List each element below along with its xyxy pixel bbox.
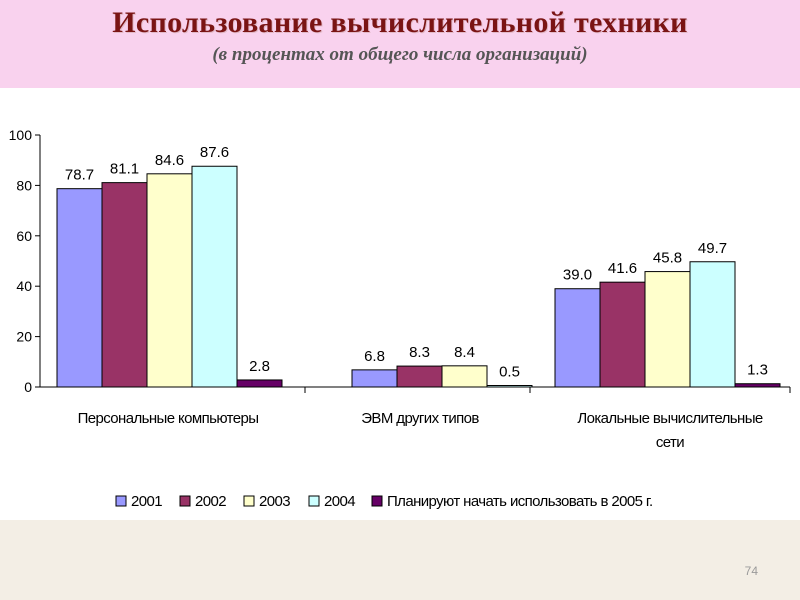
data-label-s3-c1: 0.5 — [499, 364, 520, 381]
chart-panel: 0 20 40 60 80 100 78.7 6.8 39.0 81.1 8.3 41.6 84.6 8.… — [0, 88, 800, 520]
legend-swatch-1 — [179, 495, 191, 507]
legend-label-4: Планируют начать использовать в 2005 г. — [387, 493, 653, 510]
legend-label-2: 2003 — [259, 493, 290, 510]
data-label-s0-c2: 39.0 — [563, 267, 592, 284]
bar-s0-c0 — [56, 188, 103, 388]
bar-chart: 0 20 40 60 80 100 78.7 6.8 39.0 81.1 8.3 41.6 84.6 8.… — [9, 127, 791, 510]
data-label-s4-c2: 1.3 — [747, 362, 768, 379]
legend-label-1: 2002 — [195, 493, 226, 510]
data-label-s3-c2: 49.7 — [698, 240, 727, 257]
data-label-s2-c1: 8.4 — [454, 344, 475, 361]
bar-s4-c2 — [734, 383, 781, 388]
bar-s2-c1 — [441, 365, 488, 388]
legend-swatch-0 — [115, 495, 127, 507]
category-label-1-0: ЭВМ других типов — [361, 410, 479, 427]
legend-label-3: 2004 — [324, 493, 355, 510]
bar-s2-c0 — [146, 173, 193, 388]
bar-s2-c2 — [644, 271, 691, 388]
bar-s1-c2 — [599, 281, 646, 388]
page-number: 74 — [744, 564, 758, 578]
data-label-s1-c2: 41.6 — [608, 260, 637, 277]
data-label-s2-c0: 84.6 — [155, 152, 184, 169]
bar-s4-c0 — [236, 379, 283, 388]
category-label-0-0: Персональные компьютеры — [78, 410, 259, 427]
legend-label-0: 2001 — [131, 493, 162, 510]
category-label-2-1: сети — [656, 434, 684, 451]
data-label-s4-c0: 2.8 — [249, 358, 270, 375]
data-label-s0-c0: 78.7 — [65, 167, 94, 184]
data-label-s0-c1: 6.8 — [364, 348, 385, 365]
data-label-s1-c1: 8.3 — [409, 344, 430, 361]
bar-s0-c2 — [554, 288, 601, 388]
y-tick-label-3: 60 — [16, 228, 32, 244]
legend-swatch-4 — [371, 495, 383, 507]
bar-s1-c0 — [101, 182, 148, 388]
title-banner: Использование вычислительной техники (в … — [0, 0, 800, 88]
y-tick-label-1: 20 — [16, 329, 32, 345]
bar-s1-c1 — [396, 365, 443, 388]
legend-swatch-2 — [243, 495, 255, 507]
legend-swatch-3 — [308, 495, 320, 507]
slide-subtitle: (в процентах от общего числа организаций… — [212, 44, 588, 65]
category-label-2-0: Локальные вычислительные — [577, 410, 763, 427]
bar-s3-c0 — [191, 165, 238, 388]
y-tick-label-5: 100 — [9, 127, 33, 143]
y-tick-label-2: 40 — [16, 278, 32, 294]
slide-title: Использование вычислительной техники — [112, 6, 688, 39]
data-label-s2-c2: 45.8 — [653, 250, 682, 267]
data-label-s3-c0: 87.6 — [200, 144, 229, 161]
bar-s3-c2 — [689, 261, 736, 388]
bar-s3-c1 — [486, 385, 533, 388]
y-tick-label-0: 0 — [24, 379, 32, 395]
data-label-s1-c0: 81.1 — [110, 161, 139, 178]
y-tick-label-4: 80 — [16, 177, 32, 193]
bar-s0-c1 — [351, 369, 398, 388]
